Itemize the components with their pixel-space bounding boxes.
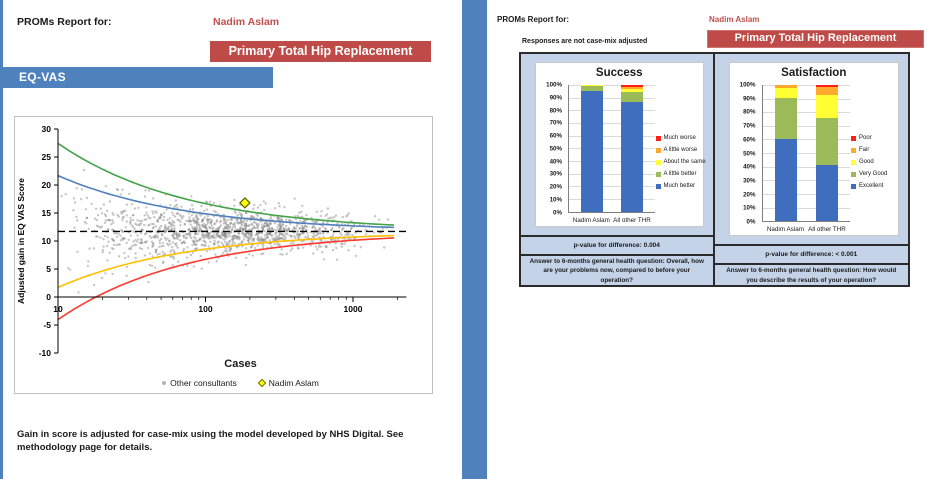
stacked-bars xyxy=(568,85,655,213)
svg-text:15: 15 xyxy=(42,208,52,218)
satisfaction-panel: Satisfaction 0% 10% 20% 30% 40% 50% 60% 70% 80% 9… xyxy=(714,54,908,285)
satisfaction-legend: Poor Fair Good Very Good Excellent xyxy=(851,135,896,189)
consultant-name: Nadim Aslam xyxy=(709,15,760,24)
chart-title: Satisfaction xyxy=(781,67,847,79)
legend-item: Much worse xyxy=(655,135,701,141)
bar-nadim-aslam xyxy=(775,85,798,222)
consultant-name: Nadim Aslam xyxy=(213,16,280,28)
left-page: PROMs Report for: Nadim Aslam Primary To… xyxy=(0,0,462,479)
satisfaction-plot-area: Satisfaction 0% 10% 20% 30% 40% 50% 60% 70% 80% 9… xyxy=(728,62,899,237)
report-for-label: PROMs Report for: xyxy=(497,15,569,24)
success-plot-area: Success 0% 10% 20% 30% 40% 50% 60% 70% 80% 90% 100… xyxy=(535,62,706,227)
satisfaction-chart: Satisfaction 0% 10% 20% 30% 40% 50% 60% 70% 80% 9… xyxy=(714,54,908,245)
success-chart: Success 0% 10% 20% 30% 40% 50% 60% 70% 80% 90% 100… xyxy=(521,54,713,235)
category-labels: Nadim Aslam All other THR xyxy=(568,215,655,226)
stacked-bars xyxy=(761,85,850,223)
legend-item: Much better xyxy=(655,183,701,189)
category-label: All other THR xyxy=(613,216,651,224)
svg-text:30: 30 xyxy=(42,124,52,134)
report-for-label: PROMs Report for: xyxy=(17,16,112,28)
funnel-plot-svg: 30 25 20 15 10 5 0 -5 -10 10 100 1000 Adjusted gain … xyxy=(16,124,407,358)
svg-text:1000: 1000 xyxy=(344,304,363,314)
legend-item: A little better xyxy=(655,171,701,177)
p-value-row: p-value for difference: 0.004 xyxy=(521,234,713,254)
legend-item: A little worse xyxy=(655,147,701,153)
category-labels: Nadim Aslam All other THR xyxy=(762,224,851,235)
legend-item-nadim-aslam: Nadim Aslam xyxy=(257,378,319,388)
category-label: All other THR xyxy=(808,226,846,234)
bar-all-other-thr xyxy=(621,85,644,212)
procedure-banner: Primary Total Hip Replacement xyxy=(707,30,924,48)
svg-text:20: 20 xyxy=(42,180,52,190)
svg-text:100: 100 xyxy=(198,304,212,314)
nadim-aslam-marker-icon xyxy=(257,378,267,388)
svg-text:-10: -10 xyxy=(39,348,52,358)
procedure-banner: Primary Total Hip Replacement xyxy=(210,41,431,62)
legend-item-other-consultants: Other consultants xyxy=(162,378,237,388)
svg-text:-5: -5 xyxy=(43,320,51,330)
funnel-chart-frame: 30 25 20 15 10 5 0 -5 -10 10 100 1000 Adjusted gain … xyxy=(14,116,433,394)
section-banner-eq-vas: EQ-VAS xyxy=(0,67,273,88)
legend-item: Excellent xyxy=(851,183,896,189)
svg-text:10: 10 xyxy=(42,236,52,246)
chart-title: Success xyxy=(595,67,643,79)
legend-item: Poor xyxy=(851,135,896,141)
bar-nadim-aslam xyxy=(581,85,604,212)
svg-text:25: 25 xyxy=(42,152,52,162)
x-axis-title: Cases xyxy=(224,358,257,370)
category-label: Nadim Aslam xyxy=(766,226,804,234)
bar-all-other-thr xyxy=(816,85,839,222)
legend-label: Nadim Aslam xyxy=(268,378,319,388)
svg-text:0: 0 xyxy=(46,292,51,302)
outcome-charts-block: Success 0% 10% 20% 30% 40% 50% 60% 70% 80% 90% 100… xyxy=(519,52,910,287)
legend-item: Very Good xyxy=(851,171,896,177)
question-row: Answer to 6-months general health questi… xyxy=(714,263,908,285)
category-label: Nadim Aslam xyxy=(572,216,610,224)
success-panel: Success 0% 10% 20% 30% 40% 50% 60% 70% 80% 90% 100… xyxy=(521,54,715,285)
legend-item: Good xyxy=(851,159,896,165)
y-axis-labels: 0% 10% 20% 30% 40% 50% 60% 70% 80% 90% 100% xyxy=(739,81,756,226)
footnote: Gain in score is adjusted for case-mix u… xyxy=(17,429,404,454)
legend-item: Fair xyxy=(851,147,896,153)
legend-label: Other consultants xyxy=(170,378,237,388)
question-row: Answer to 6-months general health questi… xyxy=(521,253,713,285)
success-legend: Much worse A little worse About the same A … xyxy=(655,135,706,189)
other-consultants-marker-icon xyxy=(162,381,167,385)
svg-text:Adjusted gain in EQ VAS Score: Adjusted gain in EQ VAS Score xyxy=(16,178,26,304)
right-page: PROMs Report for: Nadim Aslam Responses … xyxy=(487,0,940,479)
page-divider-strip xyxy=(462,0,487,479)
case-mix-note: Responses are not case-mix adjusted xyxy=(522,38,648,45)
y-axis-labels: 0% 10% 20% 30% 40% 50% 60% 70% 80% 90% 100% xyxy=(546,81,562,217)
legend-item: About the same xyxy=(655,159,706,165)
p-value-row: p-value for difference: < 0.001 xyxy=(714,244,908,264)
svg-text:10: 10 xyxy=(53,304,63,314)
left-edge-accent-strip xyxy=(0,0,3,479)
funnel-legend: Other consultants Nadim Aslam xyxy=(15,378,432,388)
svg-text:5: 5 xyxy=(46,264,51,274)
